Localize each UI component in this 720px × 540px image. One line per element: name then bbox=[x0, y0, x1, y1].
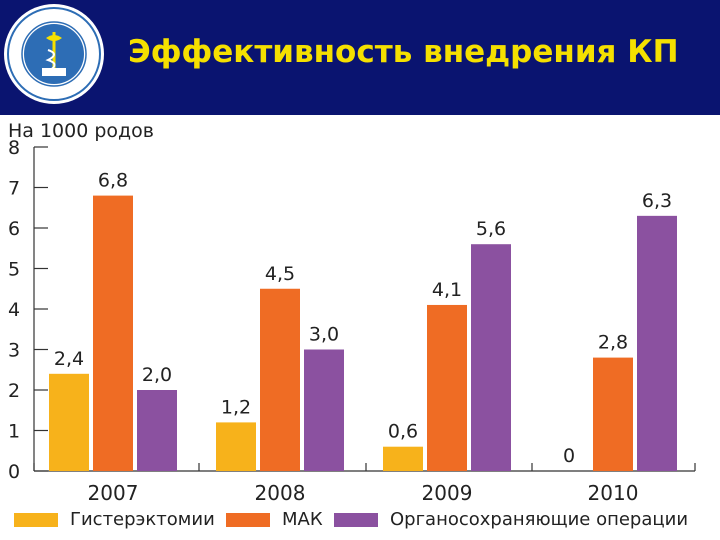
page-title: Эффективность внедрения КП bbox=[128, 34, 679, 70]
y-tick-label: 1 bbox=[8, 421, 20, 443]
x-tick-label: 2008 bbox=[255, 481, 306, 505]
bar bbox=[427, 304, 467, 471]
y-tick-label: 5 bbox=[8, 259, 20, 281]
bar bbox=[216, 422, 256, 471]
data-label: 0 bbox=[563, 445, 575, 467]
data-label: 0,6 bbox=[388, 421, 418, 443]
data-label: 1,2 bbox=[221, 396, 251, 418]
y-tick-label: 6 bbox=[8, 218, 20, 240]
x-tick-label: 2010 bbox=[588, 481, 639, 505]
data-label: 4,1 bbox=[432, 279, 462, 301]
legend-swatch bbox=[226, 512, 270, 527]
data-label: 6,3 bbox=[642, 190, 672, 212]
x-tick-label: 2007 bbox=[88, 481, 139, 505]
bar bbox=[137, 390, 177, 471]
data-label: 2,0 bbox=[142, 364, 172, 386]
y-tick-label: 0 bbox=[8, 461, 20, 483]
legend-item: Органосохраняющие операции bbox=[334, 509, 688, 530]
legend-label: Органосохраняющие операции bbox=[390, 509, 689, 530]
data-label: 5,6 bbox=[476, 218, 506, 240]
academy-logo bbox=[4, 4, 104, 104]
bar bbox=[304, 349, 344, 471]
legend-label: МАК bbox=[282, 509, 323, 530]
y-tick-label: 8 bbox=[8, 137, 20, 159]
bar-chart: На 1000 родов 0 1 2 3 4 5 6 7 8 2,4 6,8 2,0 2007 1,2 4,… bbox=[8, 120, 696, 505]
data-label: 4,5 bbox=[265, 263, 295, 285]
data-label: 2,8 bbox=[598, 332, 628, 354]
y-tick-label: 4 bbox=[8, 299, 20, 321]
bar bbox=[637, 215, 677, 471]
legend-item: Гистерэктомии bbox=[14, 509, 215, 530]
bar bbox=[593, 357, 633, 471]
legend-item: МАК bbox=[226, 509, 323, 530]
legend-label: Гистерэктомии bbox=[70, 509, 215, 530]
x-tick-label: 2009 bbox=[422, 481, 473, 505]
data-label: 6,8 bbox=[98, 170, 128, 192]
y-tick-label: 7 bbox=[8, 178, 20, 200]
bar bbox=[93, 195, 133, 471]
data-label: 2,4 bbox=[54, 348, 84, 370]
y-axis-label: На 1000 родов bbox=[8, 120, 154, 142]
legend-swatch bbox=[14, 512, 58, 527]
slide-header: Эффективность внедрения КП bbox=[0, 0, 720, 115]
y-tick-label: 2 bbox=[8, 380, 20, 402]
bar bbox=[260, 288, 300, 471]
data-label: 3,0 bbox=[309, 324, 339, 346]
chart-legend: Гистерэктомии МАК Органосохраняющие операц… bbox=[14, 509, 714, 533]
bar bbox=[49, 373, 89, 471]
y-tick-label: 3 bbox=[8, 340, 20, 362]
bar bbox=[471, 244, 511, 471]
bar bbox=[383, 446, 423, 471]
legend-swatch bbox=[334, 512, 378, 527]
